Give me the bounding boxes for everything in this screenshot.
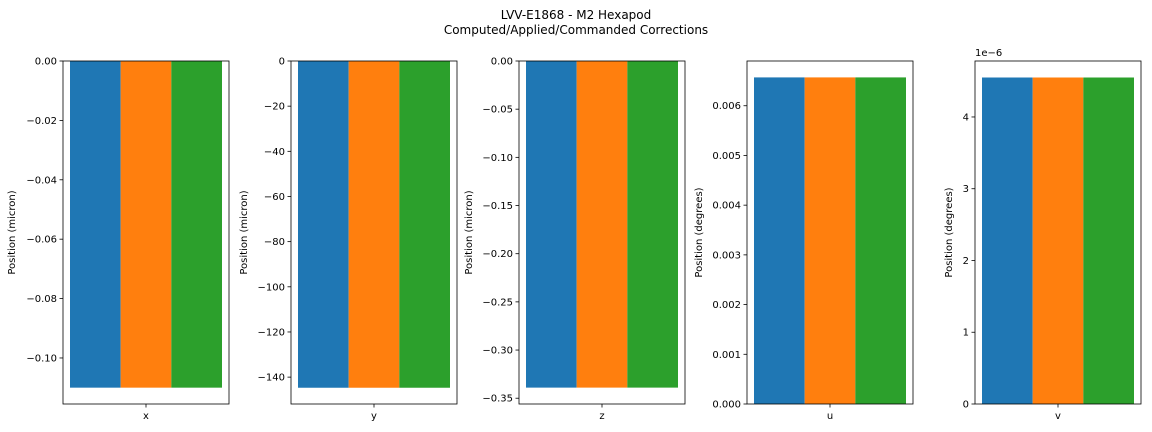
- ytick-label: 0: [279, 57, 285, 68]
- bar-u-3: [855, 77, 906, 404]
- ytick-label: −120: [258, 327, 285, 338]
- ylabel-x: Position (micron): [7, 190, 18, 274]
- ytick-label: −0.02: [26, 116, 57, 127]
- bar-x-2: [120, 61, 172, 388]
- ytick-label: 2: [963, 256, 969, 267]
- ylabel-y: Position (micron): [239, 190, 250, 274]
- ytick-label: −0.30: [482, 346, 513, 357]
- xtick-label-v: v: [1055, 411, 1061, 422]
- ytick-label: 0.003: [712, 250, 741, 261]
- ytick-label: 3: [963, 184, 969, 195]
- bar-z-1: [526, 61, 577, 388]
- bar-y-3: [399, 61, 450, 388]
- bar-x-3: [171, 61, 222, 388]
- ytick-label: −80: [264, 237, 285, 248]
- subplot-z: 0.00 −0.05 −0.10 −0.15 −0.20 −0.25 −0.30 −0.35 z…: [464, 57, 686, 422]
- xtick-label-x: x: [143, 411, 149, 422]
- bar-y-2: [348, 61, 400, 388]
- ytick-label: 0.005: [712, 151, 741, 162]
- bar-v-3: [1083, 77, 1134, 404]
- ytick-label: −0.25: [482, 297, 513, 308]
- xtick-label-u: u: [827, 411, 833, 422]
- subplots: 0.00 −0.02 −0.04 −0.06 −0.08 −0.10 x Position (…: [7, 48, 1142, 422]
- ytick-label: 0: [963, 400, 969, 411]
- ytick-label: 0.006: [712, 101, 741, 112]
- ytick-label: −0.08: [26, 294, 57, 305]
- ytick-label: −0.35: [482, 394, 513, 405]
- bar-y-1: [298, 61, 349, 388]
- ytick-label: 0.000: [712, 400, 741, 411]
- ylabel-u: Position (degrees): [694, 187, 705, 277]
- ytick-label: −40: [264, 147, 285, 158]
- bar-v-2: [1032, 77, 1084, 404]
- subplot-u: 0.000 0.001 0.002 0.003 0.004 0.005 0.006 u Posi…: [694, 60, 914, 422]
- offset-label-v: 1e−6: [975, 48, 1002, 59]
- xtick-label-z: z: [599, 411, 604, 422]
- bar-x-1: [70, 61, 121, 388]
- ytick-label: 1: [963, 328, 969, 339]
- ytick-label: 4: [963, 112, 969, 123]
- ytick-label: −140: [258, 373, 285, 384]
- ytick-label: −0.06: [26, 235, 57, 246]
- ytick-label: −0.04: [26, 175, 57, 186]
- ylabel-v: Position (degrees): [944, 187, 955, 277]
- subplot-x: 0.00 −0.02 −0.04 −0.06 −0.08 −0.10 x Position (…: [7, 57, 230, 422]
- bar-z-2: [576, 61, 628, 388]
- ylabel-z: Position (micron): [464, 190, 475, 274]
- ytick-label: 0.004: [712, 201, 741, 212]
- ytick-label: −20: [264, 102, 285, 113]
- ytick-label: −60: [264, 192, 285, 203]
- xtick-label-y: y: [371, 411, 377, 422]
- ytick-label: −100: [258, 282, 285, 293]
- bar-u-1: [754, 77, 805, 404]
- bar-u-2: [804, 77, 856, 404]
- figure-title-line-2: Computed/Applied/Commanded Corrections: [444, 23, 708, 37]
- ytick-label: 0.002: [712, 300, 741, 311]
- ytick-label: −0.05: [482, 105, 513, 116]
- ytick-label: −0.20: [482, 249, 513, 260]
- ytick-label: 0.001: [712, 350, 741, 361]
- ytick-label: 0.00: [491, 57, 513, 68]
- subplot-y: 0 −20 −40 −60 −80 −100 −120 −140 y Position (micr…: [239, 57, 458, 422]
- figure-title-line-1: LVV-E1868 - M2 Hexapod: [501, 8, 652, 22]
- ytick-label: −0.10: [482, 153, 513, 164]
- subplot-v: 0 1 2 3 4 v Position (degrees) 1e−6: [944, 48, 1142, 422]
- ytick-label: −0.10: [26, 353, 57, 364]
- ytick-label: 0.00: [35, 57, 57, 68]
- bar-z-3: [627, 61, 678, 388]
- bar-v-1: [982, 77, 1033, 404]
- ytick-label: −0.15: [482, 201, 513, 212]
